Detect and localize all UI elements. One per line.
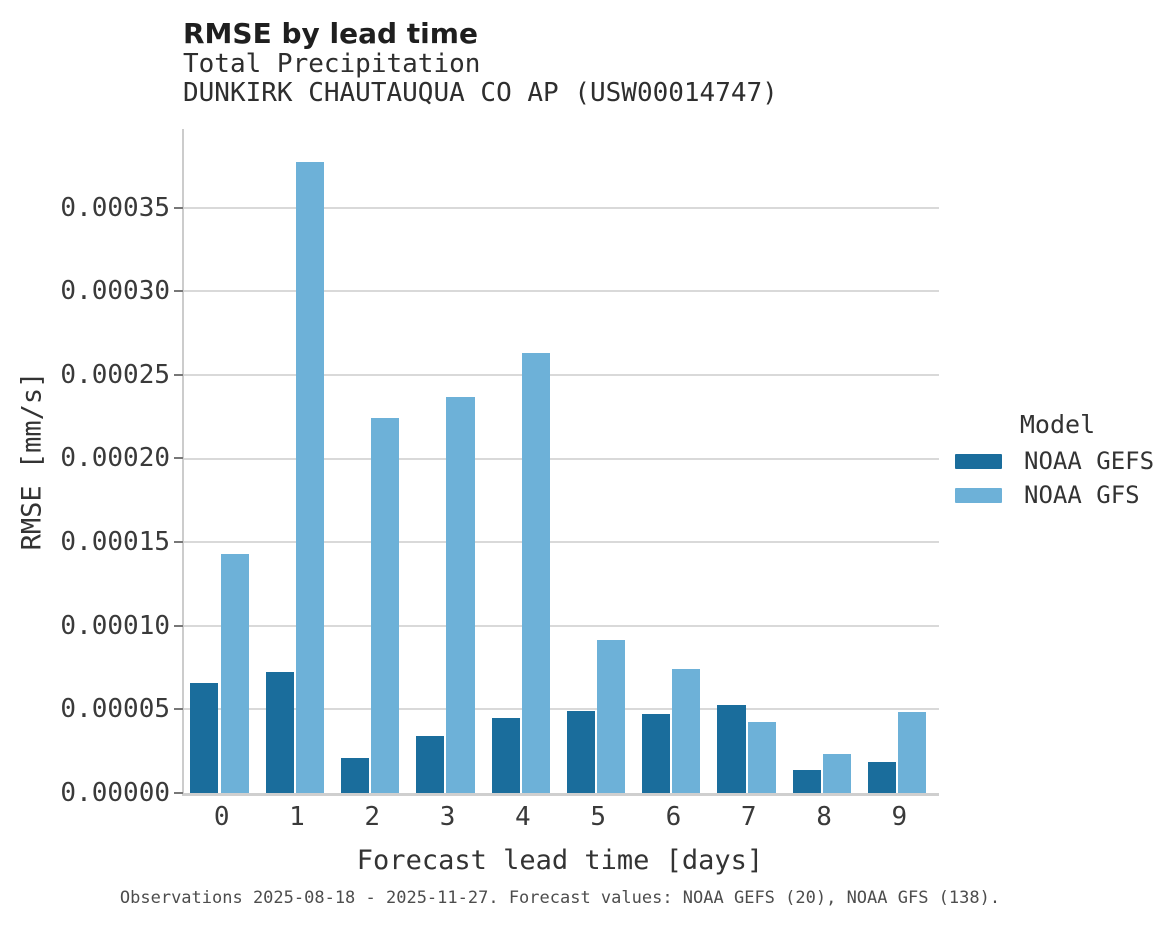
footer-note: Observations 2025-08-18 - 2025-11-27. Fo… bbox=[119, 888, 1001, 908]
x-tick-label-6: 6 bbox=[665, 802, 682, 832]
y-tick-label: 0.00030 bbox=[60, 276, 170, 307]
x-tick-label-3: 3 bbox=[439, 802, 456, 832]
y-tick-label: 0.00025 bbox=[60, 359, 170, 390]
bar-noaa-gefs-lead-1 bbox=[265, 671, 294, 793]
y-tick-mark bbox=[174, 792, 183, 794]
x-tick-label-5: 5 bbox=[590, 802, 606, 832]
bar-noaa-gfs-lead-8 bbox=[822, 754, 852, 793]
bar-noaa-gefs-lead-4 bbox=[491, 717, 520, 793]
bar-noaa-gfs-lead-6 bbox=[672, 669, 701, 793]
bar-noaa-gefs-lead-0 bbox=[190, 682, 219, 793]
y-tick-mark bbox=[174, 457, 183, 460]
y-tick-label: 0.00010 bbox=[60, 610, 170, 641]
x-tick-label-2: 2 bbox=[364, 802, 381, 832]
bar-noaa-gefs-lead-3 bbox=[416, 736, 445, 793]
bar-noaa-gefs-lead-5 bbox=[566, 710, 595, 793]
x-tick-label-7: 7 bbox=[740, 802, 757, 832]
chart-title: RMSE by lead time bbox=[183, 17, 478, 50]
gridline bbox=[184, 206, 939, 209]
x-tick-label-1: 1 bbox=[289, 802, 305, 832]
y-tick-label: 0.00015 bbox=[60, 527, 170, 558]
bar-noaa-gfs-lead-1 bbox=[295, 162, 324, 793]
y-tick-label: 0.00000 bbox=[60, 778, 170, 808]
y-tick-mark bbox=[174, 624, 183, 627]
x-tick-label-0: 0 bbox=[213, 802, 230, 832]
x-tick-label-4: 4 bbox=[515, 802, 531, 832]
chart-subtitle-station: DUNKIRK CHAUTAUQUA CO AP (USW00014747) bbox=[183, 78, 778, 108]
legend-swatch-noaa-gfs bbox=[955, 487, 1002, 503]
x-axis-label: Forecast lead time [days] bbox=[356, 845, 764, 876]
plot-area bbox=[182, 129, 939, 796]
bar-noaa-gfs-lead-9 bbox=[898, 711, 927, 793]
y-tick-mark bbox=[174, 373, 183, 376]
y-tick-mark bbox=[174, 541, 183, 544]
chart-subtitle-variable: Total Precipitation bbox=[183, 49, 481, 79]
bar-noaa-gefs-lead-7 bbox=[717, 705, 746, 793]
gridline bbox=[184, 290, 939, 293]
bar-noaa-gfs-lead-4 bbox=[521, 353, 550, 793]
x-tick-label-9: 9 bbox=[891, 802, 908, 832]
legend-entry-noaa-gfs: NOAA GFS bbox=[950, 481, 1165, 509]
legend-title: Model bbox=[1019, 410, 1096, 439]
y-tick-mark bbox=[174, 708, 183, 711]
x-tick-label-8: 8 bbox=[816, 802, 832, 832]
gridline bbox=[184, 624, 939, 627]
bar-noaa-gefs-lead-6 bbox=[642, 714, 671, 793]
bar-noaa-gefs-lead-2 bbox=[340, 757, 370, 793]
bar-noaa-gfs-lead-0 bbox=[220, 553, 249, 793]
y-tick-mark bbox=[174, 206, 183, 209]
bar-noaa-gefs-lead-8 bbox=[792, 769, 821, 793]
y-tick-label: 0.00005 bbox=[60, 694, 170, 725]
y-tick-label: 0.00020 bbox=[60, 443, 170, 474]
legend-swatch-noaa-gefs bbox=[955, 453, 1002, 469]
gridline bbox=[184, 373, 939, 376]
legend: Model NOAA GEFS NOAA GFS bbox=[950, 410, 1165, 521]
legend-label-noaa-gefs: NOAA GEFS bbox=[1024, 447, 1155, 475]
gridline bbox=[184, 708, 939, 711]
y-tick-label: 0.00035 bbox=[60, 192, 170, 223]
legend-entry-noaa-gefs: NOAA GEFS bbox=[950, 447, 1165, 475]
gridline bbox=[184, 457, 939, 460]
legend-label-noaa-gfs: NOAA GFS bbox=[1024, 481, 1140, 509]
legend-entries: NOAA GEFS NOAA GFS bbox=[950, 447, 1165, 509]
bar-noaa-gfs-lead-7 bbox=[747, 722, 776, 793]
gridline bbox=[184, 541, 939, 544]
y-tick-mark bbox=[174, 290, 183, 293]
bar-noaa-gfs-lead-3 bbox=[446, 396, 475, 793]
bar-noaa-gfs-lead-5 bbox=[597, 640, 626, 793]
bar-noaa-gfs-lead-2 bbox=[371, 418, 400, 793]
bar-noaa-gefs-lead-9 bbox=[868, 761, 897, 793]
